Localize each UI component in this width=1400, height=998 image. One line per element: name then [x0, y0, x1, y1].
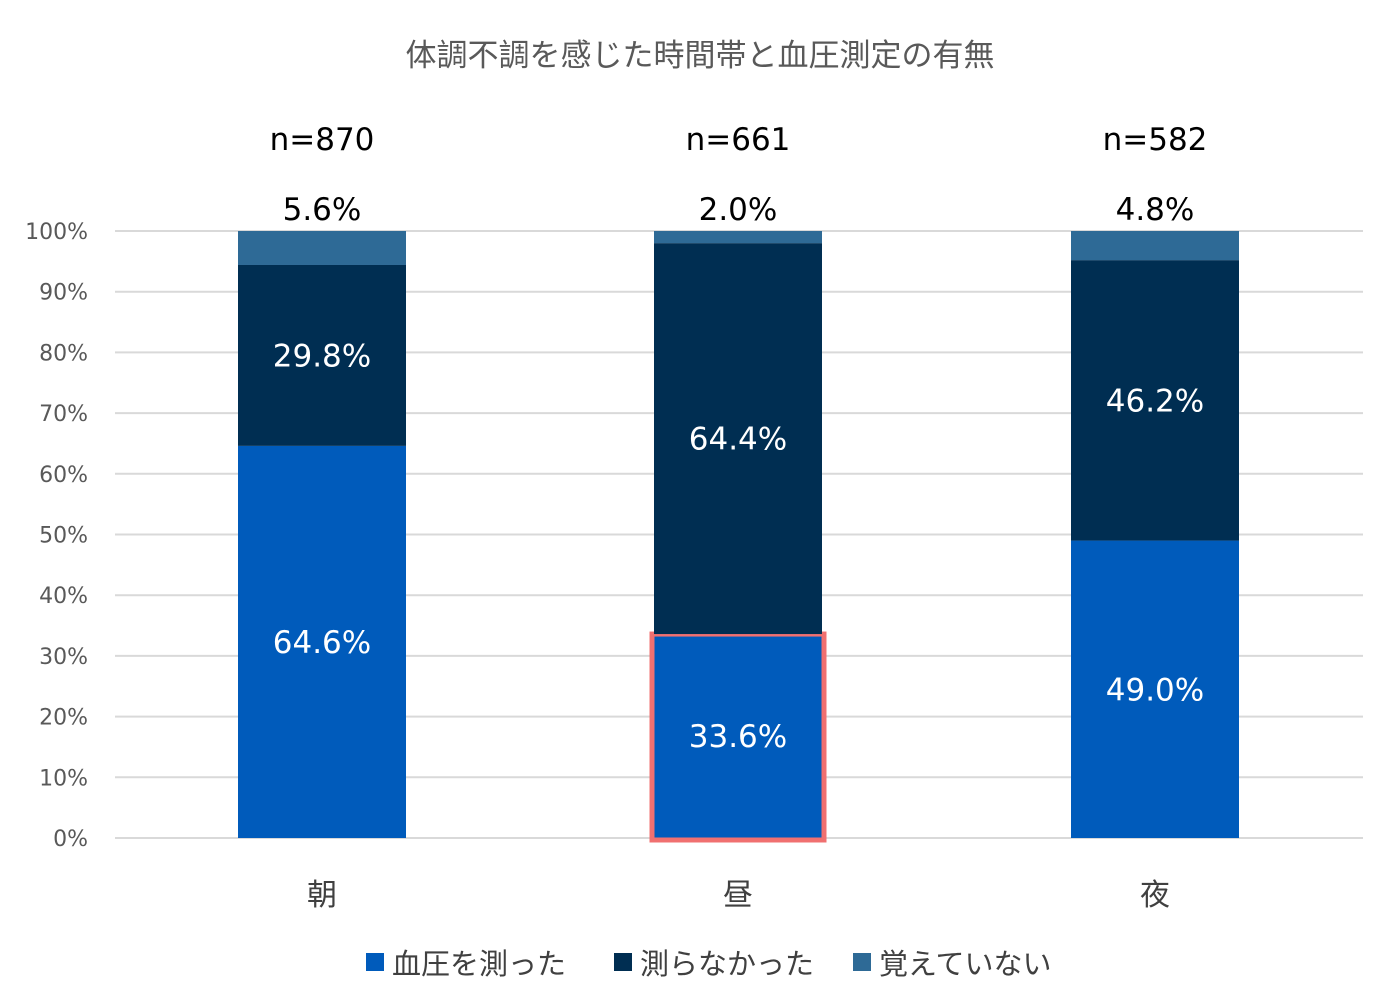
- bar-segment: [238, 264, 406, 446]
- bar-segment: [238, 445, 406, 838]
- x-tick-label: 夜: [1140, 878, 1170, 913]
- y-tick-label: 100%: [25, 220, 88, 245]
- segment-value-label: 64.4%: [689, 422, 787, 458]
- x-tick-label: 朝: [307, 878, 337, 913]
- top-segment-value-label: 4.8%: [1116, 192, 1195, 228]
- y-tick-label: 80%: [39, 341, 88, 366]
- segment-value-label: 49.0%: [1106, 672, 1204, 708]
- x-axis-ticks: 朝昼夜: [307, 878, 1170, 913]
- segment-value-label: 46.2%: [1106, 383, 1204, 419]
- legend-label: 覚えていない: [879, 947, 1052, 981]
- legend-swatch: [614, 953, 632, 971]
- segment-value-label: 64.6%: [273, 625, 371, 661]
- bars: [238, 231, 1239, 843]
- y-axis-ticks: 0% 10% 20% 30% 40% 50% 60% 70% 80% 90% 100%: [25, 220, 88, 852]
- y-tick-label: 0%: [53, 827, 88, 852]
- bar-segment: [238, 231, 406, 265]
- bar-segment: [1071, 540, 1239, 838]
- segment-value-label: 33.6%: [689, 719, 787, 755]
- x-tick-label: 昼: [723, 878, 753, 913]
- bar-segment: [654, 243, 822, 635]
- sample-size-label: n=582: [1103, 122, 1208, 158]
- bar-segment: [1071, 231, 1239, 261]
- y-tick-label: 10%: [39, 766, 88, 791]
- y-tick-label: 30%: [39, 645, 88, 670]
- bar-segment: [654, 231, 822, 244]
- legend-label: 血圧を測った: [392, 947, 566, 981]
- legend-swatch: [853, 953, 871, 971]
- chart-title: 体調不調を感じた時間帯と血圧測定の有無: [406, 38, 995, 74]
- bar-segment: [654, 634, 822, 838]
- y-tick-label: 40%: [39, 584, 88, 609]
- top-segment-value-label: 2.0%: [699, 192, 778, 228]
- legend-label: 測らなかった: [640, 947, 814, 981]
- sample-size-label: n=870: [270, 122, 375, 158]
- legend: 血圧を測った 測らなかった 覚えていない: [366, 947, 1052, 981]
- top-segment-value-label: 5.6%: [283, 192, 362, 228]
- y-tick-label: 50%: [39, 524, 88, 549]
- y-tick-label: 70%: [39, 402, 88, 427]
- y-tick-label: 90%: [39, 281, 88, 306]
- y-tick-label: 60%: [39, 463, 88, 488]
- sample-size-label: n=661: [686, 122, 791, 158]
- segment-value-label: 29.8%: [273, 338, 371, 374]
- legend-swatch: [366, 953, 384, 971]
- bar-segment: [1071, 260, 1239, 541]
- y-tick-label: 20%: [39, 706, 88, 731]
- data-labels: 64.6% 29.8% 5.6% n=870 33.6% 64.4% 2.0% n=661 49…: [270, 122, 1208, 755]
